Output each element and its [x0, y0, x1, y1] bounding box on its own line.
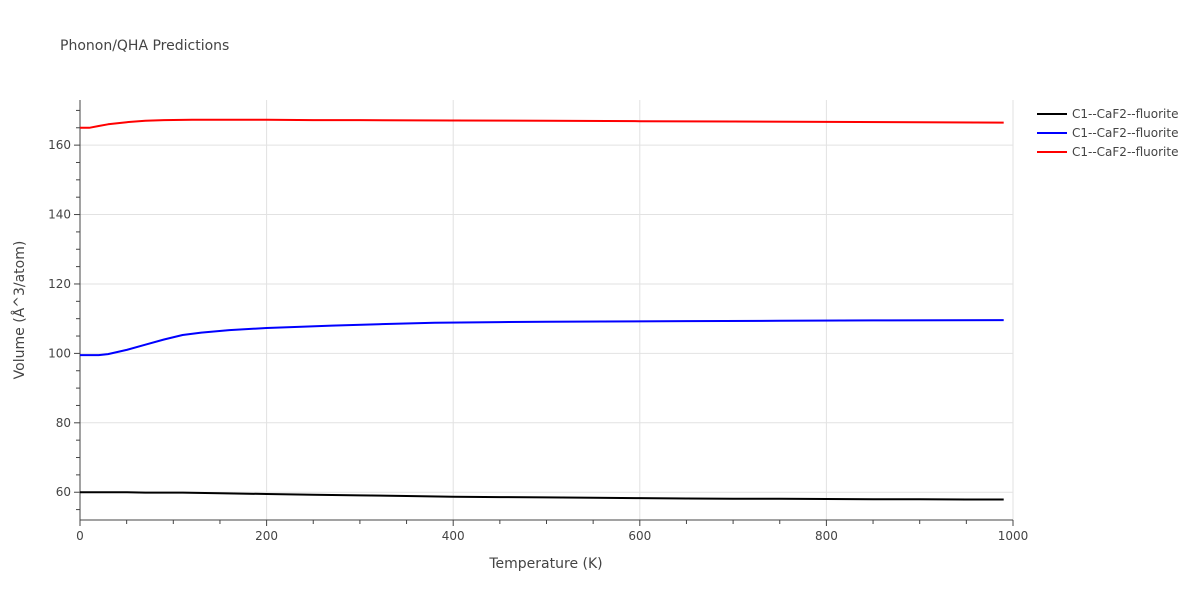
x-tick-label: 0: [76, 529, 84, 543]
y-tick-label: 140: [48, 208, 71, 222]
legend-label: C1--CaF2--fluorite: [1072, 145, 1178, 159]
legend-label: C1--CaF2--fluorite: [1072, 126, 1178, 140]
legend-item-2[interactable]: C1--CaF2--fluorite: [1037, 126, 1178, 140]
legend-item-1[interactable]: C1--CaF2--fluorite: [1037, 107, 1178, 121]
y-axis: 60 80 100 120 140 160: [48, 100, 81, 520]
y-tick-label: 60: [56, 485, 71, 499]
x-tick-label: 600: [628, 529, 651, 543]
y-tick-label: 160: [48, 138, 71, 152]
legend-item-3[interactable]: C1--CaF2--fluorite: [1037, 145, 1178, 159]
y-tick-label: 120: [48, 277, 71, 291]
y-axis-title: Volume (Å^3/atom): [11, 241, 28, 380]
x-axis: 0 200 400 600 800 1000: [76, 519, 1029, 543]
y-tick-label: 100: [48, 346, 71, 360]
y-tick-label: 80: [56, 416, 71, 430]
x-tick-label: 800: [815, 529, 838, 543]
series-line-1: [80, 491, 1004, 501]
series-line-3: [80, 118, 1004, 129]
x-axis-title: Temperature (K): [488, 556, 602, 572]
legend-label: C1--CaF2--fluorite: [1072, 107, 1178, 121]
x-tick-label: 1000: [998, 529, 1029, 543]
gridlines: [80, 100, 1014, 520]
series-line-2: [80, 319, 1004, 357]
legend[interactable]: C1--CaF2--fluorite C1--CaF2--fluorite C1--…: [1037, 107, 1178, 159]
plot-lines: [80, 118, 1004, 501]
x-tick-label: 400: [442, 529, 465, 543]
chart-title: Phonon/QHA Predictions: [60, 38, 229, 54]
x-tick-label: 200: [255, 529, 278, 543]
